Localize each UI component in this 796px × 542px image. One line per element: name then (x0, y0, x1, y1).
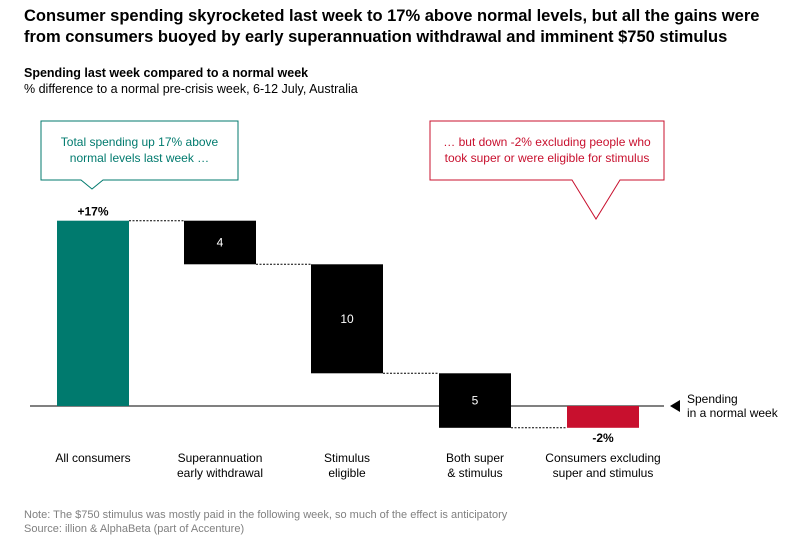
category-label: Stimulus (324, 451, 370, 465)
bar-value-label: -2% (592, 431, 614, 445)
chart-title: Spending last week compared to a normal … (24, 66, 309, 80)
callout-text: Total spending up 17% above (61, 135, 219, 149)
bar (311, 264, 383, 374)
bar (439, 373, 511, 428)
note-text: Note: The $750 stimulus was mostly paid … (24, 509, 508, 521)
category-label: Consumers excluding (545, 451, 660, 465)
waterfall-chart: +17% 4 10 5 -2% All consumers Superannuationea… (30, 120, 779, 480)
category-label: super and stimulus (553, 466, 654, 480)
bar-value-label: 10 (340, 312, 354, 326)
callout-text: took super or were eligible for stimulus (445, 151, 650, 165)
category-label: Both super (446, 451, 504, 465)
bar-value-label: +17% (77, 205, 108, 219)
baseline-label: Spending (687, 392, 738, 406)
category-label: early withdrawal (177, 466, 263, 480)
baseline-arrow-icon (670, 400, 680, 412)
headline-line-1: Consumer spending skyrocketed last week … (24, 7, 760, 25)
category-label: eligible (328, 466, 366, 480)
callout-box (429, 120, 665, 220)
source-text: Source: illion & AlphaBeta (part of Acce… (24, 523, 245, 535)
baseline-label: in a normal week (687, 406, 779, 420)
category-label: & stimulus (447, 466, 502, 480)
callout-box (40, 120, 239, 190)
category-label: All consumers (55, 451, 130, 465)
footnote: Note: The $750 stimulus was mostly paid … (24, 508, 507, 536)
callout-text: normal levels last week … (70, 151, 209, 165)
headline: Consumer spending skyrocketed last week … (24, 6, 784, 48)
bar (57, 220, 129, 406)
headline-line-2: from consumers buoyed by early superannu… (24, 28, 728, 46)
bar-value-label: 5 (472, 394, 479, 408)
bar (567, 406, 639, 428)
bar (184, 220, 256, 265)
bar-value-label: 4 (217, 236, 224, 250)
callout-text: … but down -2% excluding people who (443, 135, 651, 149)
category-label: Superannuation (178, 451, 263, 465)
chart-subtitle: % difference to a normal pre-crisis week… (24, 82, 358, 96)
